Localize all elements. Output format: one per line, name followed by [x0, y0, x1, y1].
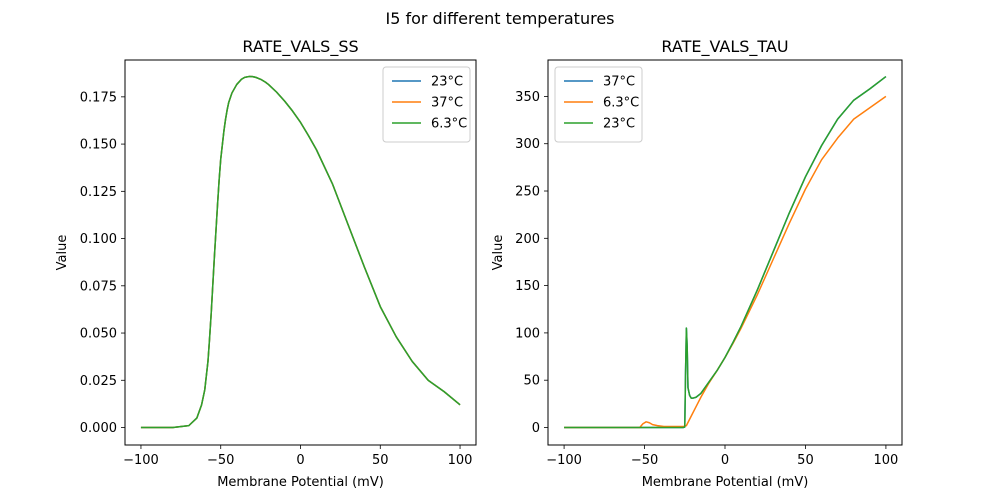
figure-suptitle: I5 for different temperatures — [385, 9, 614, 28]
y-tick-label: 0 — [532, 421, 540, 436]
y-tick-label: 0.125 — [80, 185, 117, 200]
series-line-1 — [564, 95, 887, 429]
legend-label-2: 23°C — [603, 117, 635, 132]
y-tick-label: 250 — [515, 185, 540, 200]
legend: 37°C 6.3°C 23°C — [554, 66, 643, 143]
x-tick-label: 0 — [296, 453, 304, 468]
subplot-rate-vals-tau: RATE_VALS_TAU −100 −50 0 50 100 0 50 100 150 200… — [491, 37, 903, 490]
y-axis-label: Value — [55, 235, 70, 271]
y-tick-label: 0.050 — [80, 327, 117, 342]
y-tick-label: 50 — [523, 374, 540, 389]
x-tick-label: −50 — [631, 453, 658, 468]
plot-lines — [564, 75, 887, 429]
y-tick-label: 150 — [515, 279, 540, 294]
x-tick-label: 100 — [448, 453, 473, 468]
subplot-rate-vals-ss: RATE_VALS_SS −100 −50 0 50 100 0.0000.0250.0… — [55, 37, 477, 490]
x-tick-label: −100 — [546, 453, 582, 468]
x-tick-label: −50 — [207, 453, 234, 468]
y-ticks: 0 50 100 150 200 250 300 350 — [515, 90, 548, 436]
y-tick-label: 0.100 — [80, 232, 117, 247]
legend-label-0: 37°C — [603, 75, 635, 90]
legend-label-1: 6.3°C — [603, 96, 639, 111]
y-tick-label: 0.025 — [80, 374, 117, 389]
y-ticks: 0.000 0.025 0.050 0.075 0.100 0.125 0.150 0.175 — [80, 90, 125, 436]
y-axis-label: Value — [491, 235, 506, 271]
y-tick-label: 0.175 — [80, 90, 117, 105]
y-tick-label: 0.000 — [80, 421, 117, 436]
x-tick-label: 50 — [797, 453, 814, 468]
x-axis-label: Membrane Potential (mV) — [642, 475, 809, 490]
y-tick-label: 200 — [515, 232, 540, 247]
x-ticks: −100 −50 0 50 100 — [546, 445, 898, 468]
y-tick-label: 300 — [515, 137, 540, 152]
series-line-2 — [140, 75, 461, 429]
x-tick-label: 50 — [372, 453, 389, 468]
y-tick-label: 0.075 — [80, 279, 117, 294]
subplot-title: RATE_VALS_TAU — [661, 37, 788, 57]
plot-lines — [140, 75, 461, 429]
legend: 23°C 37°C 6.3°C — [382, 66, 471, 143]
x-ticks: −100 −50 0 50 100 — [123, 445, 472, 468]
x-tick-label: −100 — [123, 453, 159, 468]
series-line-2 — [564, 75, 887, 429]
y-tick-label: 100 — [515, 326, 540, 341]
x-tick-label: 0 — [721, 453, 729, 468]
legend-label-2: 6.3°C — [431, 117, 467, 132]
x-tick-label: 100 — [873, 453, 898, 468]
subplot-title: RATE_VALS_SS — [242, 37, 358, 57]
legend-label-0: 23°C — [431, 75, 463, 90]
x-axis-label: Membrane Potential (mV) — [217, 475, 384, 490]
y-tick-label: 0.150 — [80, 138, 117, 153]
legend-label-1: 37°C — [431, 96, 463, 111]
y-tick-label: 350 — [515, 90, 540, 105]
